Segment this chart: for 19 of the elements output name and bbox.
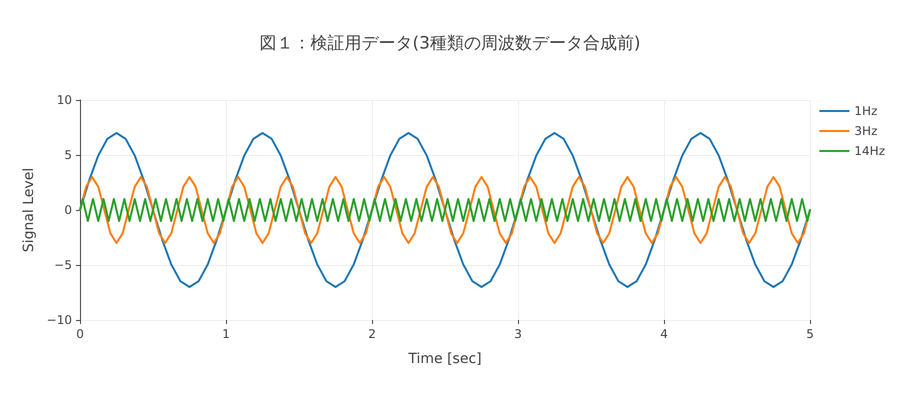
line-series xyxy=(79,176,811,244)
y-tick-label: 10 xyxy=(56,93,72,107)
legend-label: 14Hz xyxy=(854,144,885,158)
x-tick-label: 3 xyxy=(514,327,522,341)
x-axis-title: Time [sec] xyxy=(407,351,482,367)
x-tick-label: 5 xyxy=(806,327,814,341)
x-tick-label: 1 xyxy=(222,327,230,341)
y-tick-label: 0 xyxy=(64,203,72,217)
x-tick-label: 0 xyxy=(76,327,84,341)
x-tick-label: 4 xyxy=(660,327,668,341)
legend-label: 3Hz xyxy=(854,124,878,138)
y-tick-label: −10 xyxy=(46,313,72,327)
y-tick-label: 5 xyxy=(64,148,72,162)
x-tick-label: 2 xyxy=(368,327,376,341)
chart-title: 図１：検証用データ(3種類の周波数データ合成前) xyxy=(259,34,641,54)
legend-label: 1Hz xyxy=(854,104,878,118)
line-series xyxy=(79,132,811,288)
y-axis-title: Signal Level xyxy=(20,168,37,252)
y-tick-label: −5 xyxy=(54,258,72,272)
